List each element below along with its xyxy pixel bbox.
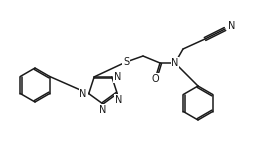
Text: N: N (171, 58, 179, 68)
Text: N: N (99, 105, 107, 115)
Text: N: N (79, 89, 87, 99)
Text: N: N (114, 72, 121, 82)
Text: N: N (228, 21, 236, 31)
Text: S: S (123, 57, 129, 67)
Text: O: O (151, 74, 159, 84)
Text: N: N (115, 95, 122, 105)
